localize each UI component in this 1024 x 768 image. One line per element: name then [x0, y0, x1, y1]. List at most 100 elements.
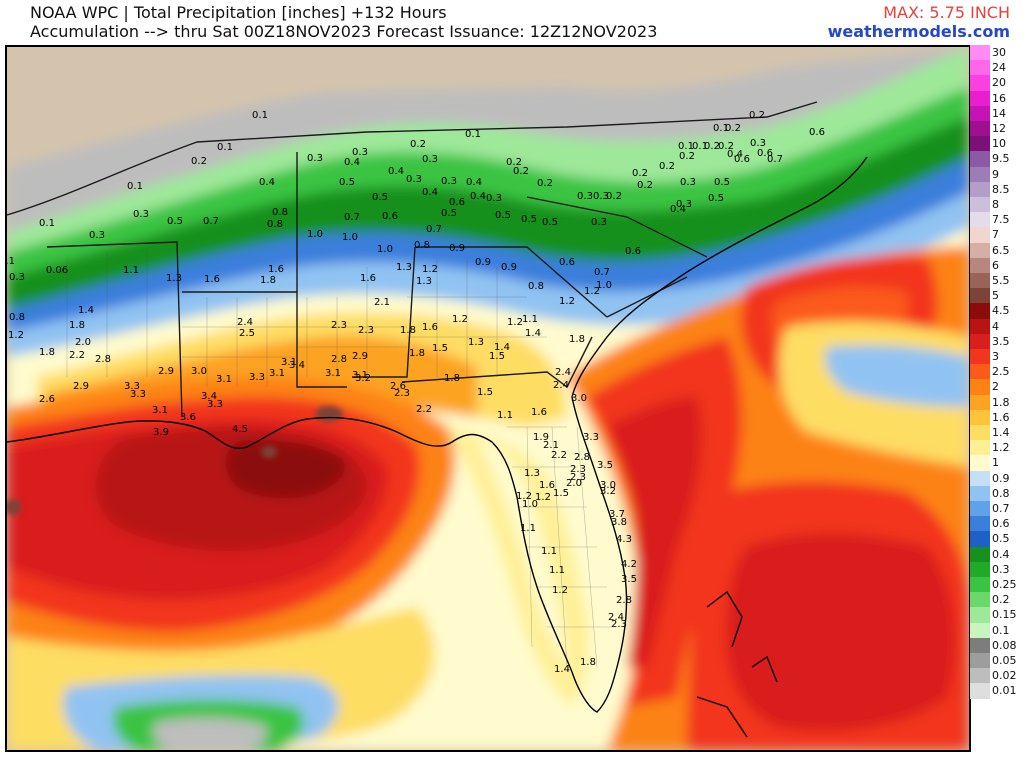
legend-label: 8 [992, 198, 999, 211]
legend-swatch [970, 455, 990, 471]
county-boundaries [66, 247, 617, 668]
legend-item: 0.01 [970, 683, 1024, 699]
precip-value-label: 0.9 [449, 243, 465, 254]
precip-value-label: 4.3 [616, 534, 632, 545]
precip-value-label: 0.3 [750, 138, 766, 149]
legend-swatch [970, 227, 990, 243]
precip-value-label: 0.2 [191, 156, 207, 167]
precip-value-label: 1.6 [268, 264, 284, 275]
precip-value-label: 0.1 [252, 110, 268, 121]
legend-item: 8.5 [970, 181, 1024, 197]
legend-label: 20 [992, 76, 1006, 90]
legend-item: 4.5 [970, 303, 1024, 319]
precip-value-label: 2.9 [158, 366, 174, 377]
precip-value-label: 0.7 [203, 216, 219, 227]
legend-label: 14 [992, 106, 1006, 120]
legend-item: 0.05 [970, 653, 1024, 669]
precip-value-label: 0.5 [339, 177, 355, 188]
precip-value-label: 3.0 [600, 480, 616, 491]
legend-swatch [970, 121, 990, 137]
legend-item: 0.4 [970, 546, 1024, 562]
precip-value-label: 0.1 [127, 181, 143, 192]
precip-value-label: 3.9 [153, 427, 169, 438]
legend-label: 12 [992, 122, 1006, 135]
precip-value-label: 1.2 [422, 264, 438, 275]
legend-item: 6 [970, 257, 1024, 273]
legend-item: 1 [970, 455, 1024, 471]
precip-value-label: 2.2 [416, 404, 432, 415]
coastline [7, 156, 868, 738]
precip-value-label: 1.5 [553, 488, 569, 499]
precip-value-label: 2.1 [374, 297, 390, 308]
precip-value-label: 0.6 [382, 211, 398, 222]
precip-value-label: 3.0 [571, 393, 587, 404]
precip-value-label: 2.6 [39, 394, 55, 405]
legend-item: 5.5 [970, 273, 1024, 289]
precip-value-label: 1.4 [525, 328, 541, 339]
legend-swatch [970, 379, 990, 395]
precip-value-label: 0.8 [9, 312, 25, 323]
legend-swatch [970, 577, 990, 593]
legend-item: 0.1 [970, 622, 1024, 638]
legend-item: 2.5 [970, 364, 1024, 380]
precip-value-label: 0.2 [632, 168, 648, 179]
legend-label: 1.6 [992, 410, 1010, 424]
legend-swatch [970, 561, 990, 577]
precip-value-label: 1.0 [307, 229, 323, 240]
precip-value-label: 2.4 [608, 612, 624, 623]
precip-value-label: 0.8 [528, 281, 544, 292]
legend-item: 1.8 [970, 394, 1024, 410]
legend-label: 6 [992, 258, 999, 272]
precip-value-label: 0.2 [749, 110, 765, 121]
precip-value-label: 0.3 [89, 230, 105, 241]
legend-swatch [970, 136, 990, 152]
precip-value-label: 2.4 [553, 380, 569, 391]
precip-value-label: 1.4 [494, 342, 510, 353]
precip-value-label: 2.3 [394, 388, 410, 399]
legend-item: 1.4 [970, 425, 1024, 441]
precip-value-label: 0.1 [7, 256, 15, 267]
precip-value-label: 0.1 [713, 123, 729, 134]
precip-value-label: 0.5 [441, 208, 457, 219]
legend-swatch [970, 501, 990, 517]
precip-value-label: 3.1 [216, 374, 232, 385]
precip-value-label: 0.8 [267, 219, 283, 230]
precip-value-label: 2.3 [570, 472, 586, 483]
legend-item: 9 [970, 166, 1024, 182]
precip-value-label: 0.06 [46, 265, 68, 276]
precip-value-label: 0.2 [704, 141, 720, 152]
precip-value-label: 0.5 [495, 210, 511, 221]
legend-swatch [970, 45, 990, 61]
map-title: NOAA WPC | Total Precipitation [inches] … [30, 3, 447, 22]
legend-item: 3.5 [970, 333, 1024, 349]
precip-value-label: 0.7 [426, 224, 442, 235]
precip-value-label: 0.1 [465, 129, 481, 140]
precip-value-label: 1.3 [396, 262, 412, 273]
precip-value-label: 1.8 [39, 347, 55, 358]
precipitation-map[interactable]: 0.10.10.20.10.30.10.30.10.30.060.40.30.5… [5, 45, 971, 752]
legend-swatch [970, 637, 990, 653]
precip-value-label: 0.1 [678, 141, 694, 152]
precip-value-label: 1.6 [422, 322, 438, 333]
legend-label: 0.05 [992, 654, 1017, 667]
map-subtitle: Accumulation --> thru Sat 00Z18NOV2023 F… [30, 22, 658, 41]
precip-value-label: 0.2 [606, 191, 622, 202]
legend-label: 8.5 [992, 182, 1010, 196]
precip-value-label: 0.3 [9, 272, 25, 283]
legend-item: 8 [970, 197, 1024, 213]
precip-value-label: 1.1 [520, 523, 536, 534]
precip-value-label: 0.2 [506, 157, 522, 168]
precip-value-label: 1.6 [204, 274, 220, 285]
precip-value-label: 1.6 [360, 273, 376, 284]
precip-value-label: 1.1 [497, 410, 513, 421]
precip-value-label: 1.8 [444, 373, 460, 384]
legend-swatch [970, 364, 990, 380]
precip-value-label: 3.2 [355, 373, 371, 384]
precip-value-label: 1.3 [468, 337, 484, 348]
legend-swatch [970, 242, 990, 258]
brand-link[interactable]: weathermodels.com [827, 22, 1010, 41]
precip-value-label: 2.8 [95, 354, 111, 365]
legend-label: 0.02 [992, 669, 1017, 683]
precip-value-label: 2.6 [390, 381, 406, 392]
precip-value-label: 0.3 [133, 209, 149, 220]
